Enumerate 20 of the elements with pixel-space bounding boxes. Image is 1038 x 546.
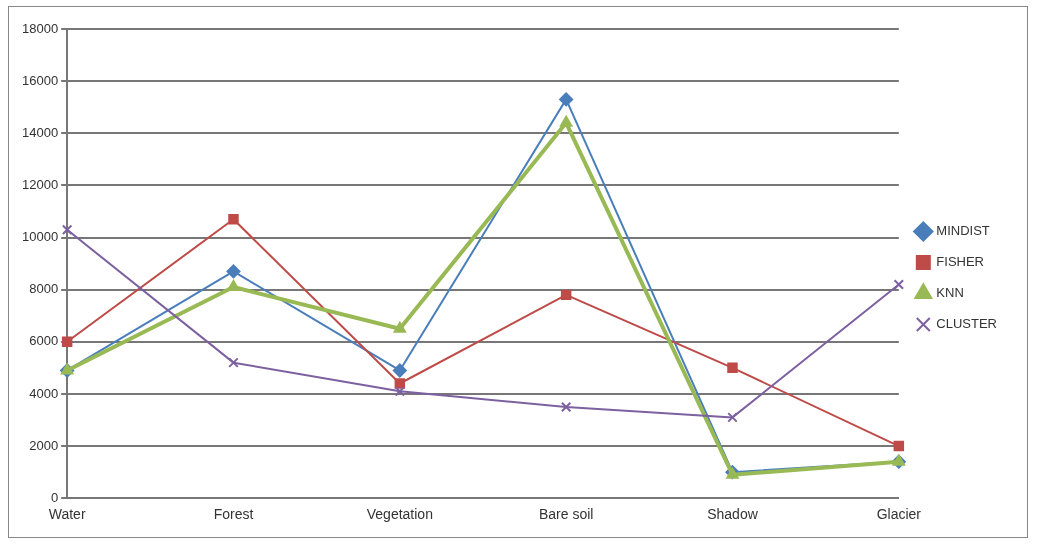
x-tick-label: Water: [48, 506, 86, 523]
y-tick-label: 14000: [21, 124, 59, 140]
y-tick-label: 0: [50, 489, 59, 505]
x-tick-label: Glacier: [876, 506, 922, 523]
y-tick-label: 18000: [21, 20, 59, 36]
x-tick-label: Shadow: [707, 506, 759, 523]
x-tick-label: Forest: [213, 506, 254, 523]
y-tick-label: 16000: [21, 72, 59, 88]
legend-label: MINDIST: [936, 223, 990, 239]
y-tick-label: 10000: [21, 229, 59, 245]
x-tick-label: Vegetation: [366, 506, 433, 523]
y-tick-label: 8000: [29, 281, 59, 297]
y-tick-label: 12000: [21, 176, 59, 192]
legend-label: KNN: [936, 285, 964, 301]
legend-label: CLUSTER: [936, 316, 998, 332]
y-tick-label: 2000: [29, 437, 59, 453]
y-tick-label: 4000: [29, 385, 59, 401]
legend-label: FISHER: [936, 254, 984, 270]
y-tick-label: 6000: [29, 333, 59, 349]
x-tick-label: Bare soil: [538, 506, 594, 523]
